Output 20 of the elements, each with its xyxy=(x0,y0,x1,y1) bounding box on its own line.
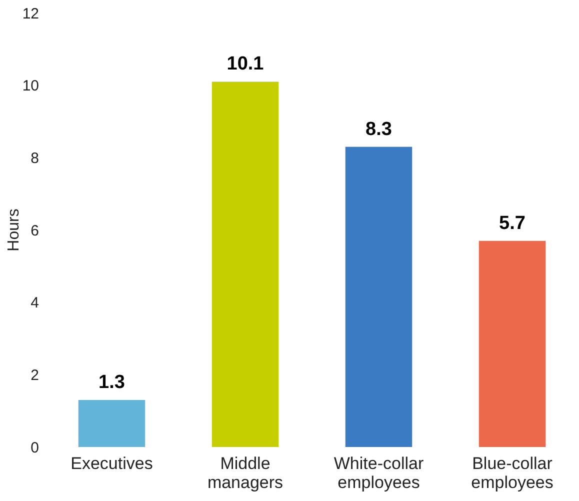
x-tick-label: Middle managers xyxy=(207,454,284,492)
data-label: 5.7 xyxy=(499,212,526,234)
data-label: 1.3 xyxy=(98,372,125,393)
data-label: 8.3 xyxy=(366,118,392,140)
y-tick-label: 8 xyxy=(30,150,39,167)
bar xyxy=(78,400,146,447)
y-tick-label: 0 xyxy=(30,439,39,456)
y-tick-label: 10 xyxy=(22,78,39,95)
x-tick-label: Executives xyxy=(70,454,153,473)
y-axis-title: Hours xyxy=(6,208,23,252)
x-tick-label: Blue-collar employees xyxy=(471,454,554,492)
bar xyxy=(478,240,546,447)
y-tick-label: 2 xyxy=(30,366,39,384)
data-label: 10.1 xyxy=(226,54,264,75)
bar xyxy=(345,146,412,447)
x-tick-label: White-collar employees xyxy=(334,454,424,492)
y-tick-label: 4 xyxy=(30,294,39,312)
y-tick-label: 6 xyxy=(30,222,39,240)
y-tick-label: 12 xyxy=(22,5,39,22)
bar xyxy=(212,82,279,447)
